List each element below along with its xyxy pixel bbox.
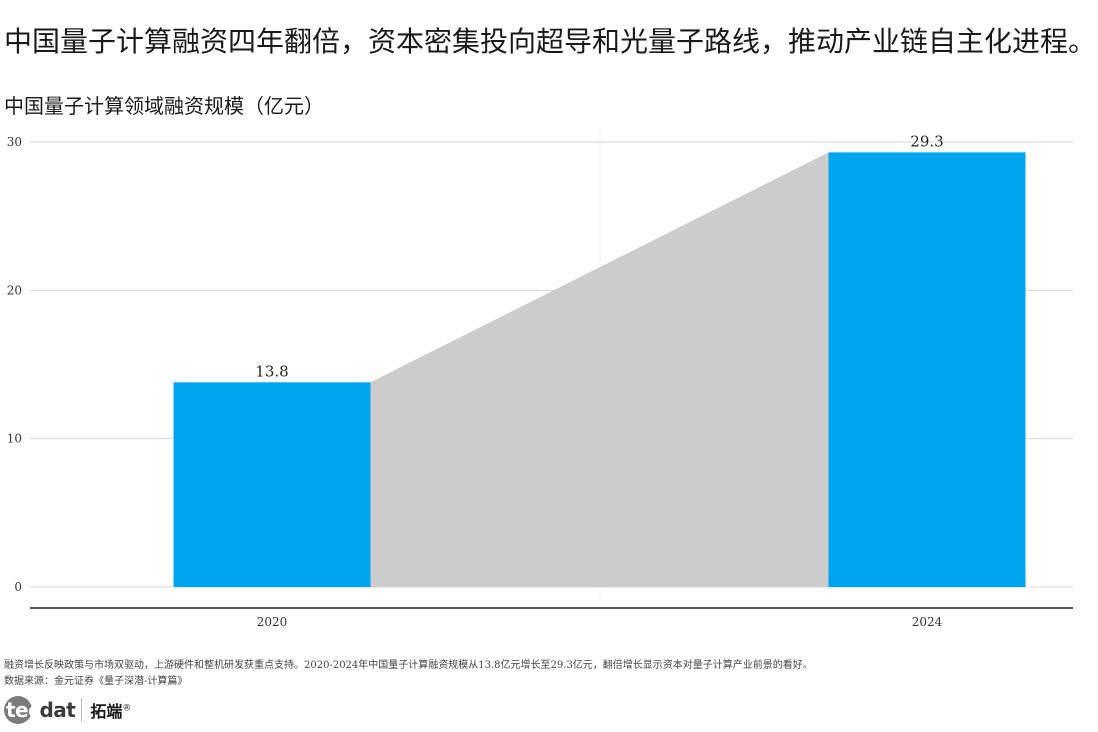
data-label: 29.3 — [910, 132, 943, 150]
y-tick-label: 30 — [7, 135, 22, 149]
source-text: 数据来源：金元证券《量子深潜-计算篇》 — [4, 676, 188, 687]
brand-logo: tecdat 拓端® — [4, 694, 131, 726]
y-tick-label: 20 — [7, 283, 22, 297]
y-tick-label: 10 — [7, 432, 22, 446]
data-label: 13.8 — [255, 362, 288, 380]
footnote-text: 融资增长反映政策与市场双驱动，上游硬件和整机研发获重点支持。2020-2024年… — [4, 660, 813, 671]
logo-divider — [81, 698, 83, 722]
bar — [828, 152, 1026, 587]
bar — [173, 382, 371, 587]
chart-title: 中国量子计算领域融资规模（亿元） — [4, 94, 324, 118]
logo-circle-icon — [4, 696, 32, 724]
bar-chart: 0 10 20 30 13.8 2020 29.3 2024 — [7, 130, 1073, 629]
y-tick-label: 0 — [14, 580, 22, 594]
logo-latin-text: tecdat — [6, 698, 76, 722]
logo-mark: tecdat — [4, 696, 76, 724]
x-tick-label: 2020 — [257, 615, 288, 629]
logo-chinese-text: 拓端® — [90, 702, 132, 721]
chart-headline: 中国量子计算融资四年翻倍，资本密集投向超导和光量子路线，推动产业链自主化进程。 — [4, 25, 1097, 58]
growth-connector — [370, 152, 829, 587]
x-tick-label: 2024 — [912, 615, 943, 629]
